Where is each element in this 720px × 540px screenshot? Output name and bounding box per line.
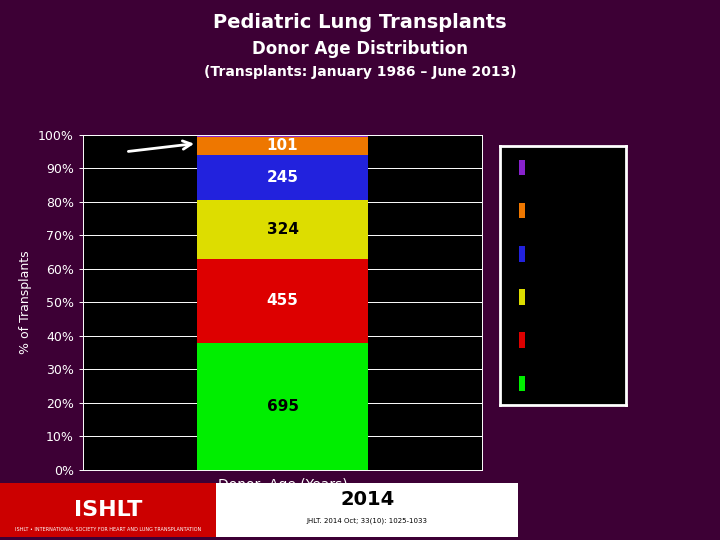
Bar [197, 259, 368, 342]
Text: 2014: 2014 [340, 490, 395, 509]
Bar [197, 155, 368, 200]
Text: Donor Age Distribution: Donor Age Distribution [252, 40, 468, 58]
Text: 324: 324 [266, 222, 299, 237]
X-axis label: Donor  Age (Years): Donor Age (Years) [217, 478, 348, 492]
Text: ISHLT: ISHLT [74, 500, 142, 521]
Y-axis label: % of Transplants: % of Transplants [19, 251, 32, 354]
FancyBboxPatch shape [519, 333, 526, 348]
Bar [197, 135, 368, 137]
FancyBboxPatch shape [519, 289, 526, 305]
Text: 245: 245 [266, 170, 299, 185]
FancyBboxPatch shape [519, 376, 526, 391]
Bar [197, 342, 368, 470]
Text: 455: 455 [266, 293, 299, 308]
Bar [197, 200, 368, 259]
FancyBboxPatch shape [519, 160, 526, 175]
Text: 101: 101 [267, 138, 298, 153]
Text: 695: 695 [266, 399, 299, 414]
FancyBboxPatch shape [519, 246, 526, 261]
Text: JHLT. 2014 Oct; 33(10): 1025-1033: JHLT. 2014 Oct; 33(10): 1025-1033 [307, 518, 428, 524]
Text: ISHLT • INTERNATIONAL SOCIETY FOR HEART AND LUNG TRANSPLANTATION: ISHLT • INTERNATIONAL SOCIETY FOR HEART … [15, 526, 201, 532]
Bar [197, 137, 368, 155]
Text: Pediatric Lung Transplants: Pediatric Lung Transplants [213, 14, 507, 32]
FancyBboxPatch shape [519, 203, 526, 218]
Text: (Transplants: January 1986 – June 2013): (Transplants: January 1986 – June 2013) [204, 65, 516, 79]
